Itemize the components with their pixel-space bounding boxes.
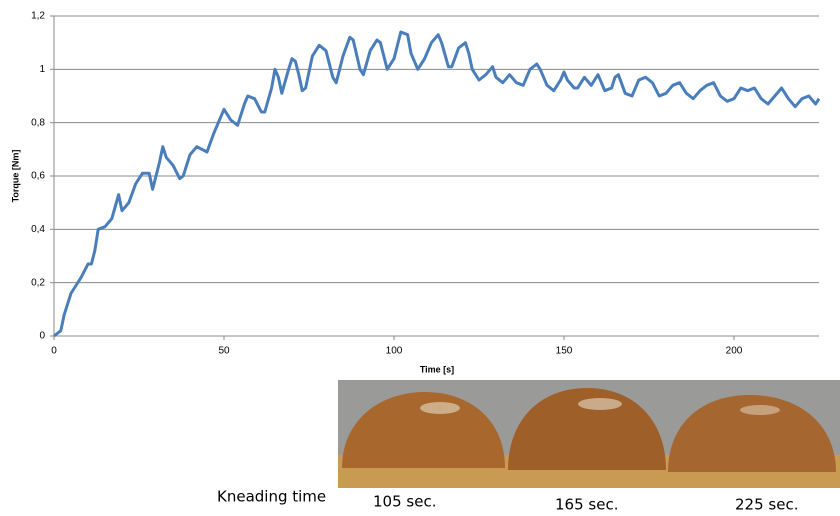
x-tick-label: 150 (556, 346, 573, 357)
chart: Kneading time 105 sec. 165 sec. 225 sec.… (0, 0, 840, 516)
x-tick-label: 100 (386, 346, 403, 357)
bread-photo (338, 380, 840, 488)
x-axis-label: Time [s] (420, 364, 454, 374)
annotation: 225 sec. (735, 496, 798, 514)
data-line (54, 32, 819, 336)
y-tick-label: 0,4 (31, 224, 45, 235)
y-tick-label: 0,6 (31, 171, 45, 182)
y-tick-label: 1 (39, 64, 45, 75)
annotation: Kneading time (217, 488, 326, 506)
annotation: 165 sec. (555, 496, 618, 514)
y-tick-label: 0 (39, 331, 45, 342)
y-axis-label: Torque [Nm] (10, 150, 20, 203)
y-tick-label: 0,8 (31, 117, 45, 128)
flour (740, 405, 780, 415)
flour (578, 398, 622, 410)
x-tick-label: 0 (51, 346, 57, 357)
annotation: 105 sec. (373, 493, 436, 511)
y-tick-label: 1,2 (31, 11, 45, 22)
page: Kneading time 105 sec. 165 sec. 225 sec.… (0, 0, 840, 516)
flour (420, 402, 460, 414)
x-tick-label: 50 (218, 346, 230, 357)
x-tick-label: 200 (726, 346, 743, 357)
y-tick-label: 0,2 (31, 277, 45, 288)
